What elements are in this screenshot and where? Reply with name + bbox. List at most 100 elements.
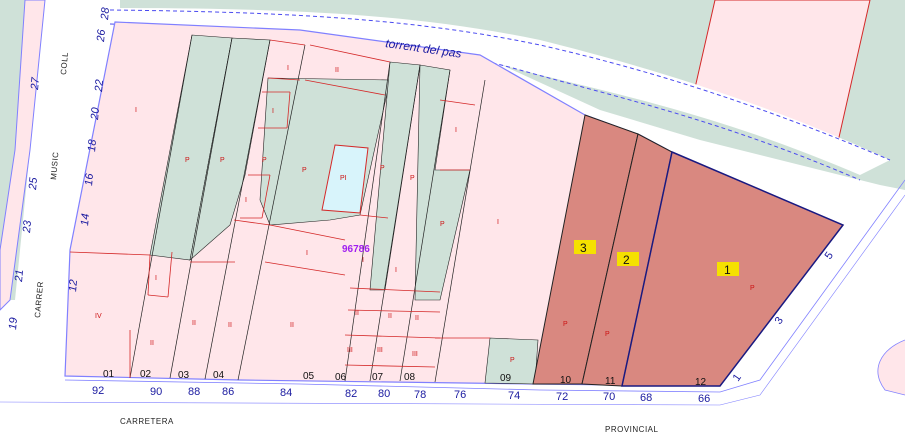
street-number: 25 — [27, 176, 40, 191]
parcel-id: 11 — [605, 376, 616, 387]
floor-label: P — [220, 157, 225, 164]
street-number: 21 — [13, 269, 26, 283]
street-number: 23 — [21, 219, 34, 234]
street-name-coll: COLL — [59, 52, 70, 76]
street-number: 66 — [698, 393, 710, 405]
parcel-id: 10 — [560, 375, 572, 386]
badge-label: 2 — [623, 253, 630, 267]
floor-label: P — [750, 285, 755, 292]
street-number: 1 — [731, 372, 744, 384]
parcel-id: 09 — [500, 373, 512, 384]
parcel-id: 08 — [404, 372, 416, 383]
street-number: 26 — [95, 28, 108, 43]
green-courtyard-2 — [189, 37, 271, 261]
street-number: 3 — [773, 315, 786, 327]
parcel-id: 03 — [178, 370, 190, 381]
street-number: 20 — [89, 106, 102, 121]
floor-label: III — [377, 347, 383, 354]
floor-label: IV — [95, 313, 102, 320]
floor-label: II — [290, 322, 294, 329]
street-number: 70 — [603, 391, 615, 403]
subdivision-lines — [69, 39, 490, 378]
floor-label: PI — [340, 175, 347, 182]
parcel-id: 07 — [372, 372, 384, 383]
floor-label: I — [306, 250, 308, 257]
floor-label: II — [415, 315, 419, 322]
street-number: 68 — [640, 392, 652, 404]
floor-label: I — [497, 219, 499, 226]
roundabout-edge — [877, 339, 905, 396]
street-number: 86 — [222, 386, 234, 398]
floor-label: I — [135, 107, 137, 114]
floor-label: P — [510, 357, 515, 364]
street-name-carretera: CARRETERA — [120, 417, 174, 426]
street-number: 78 — [414, 389, 426, 401]
parcel-lines — [129, 34, 486, 383]
left-numbers: 28 26 22 20 18 16 14 12 27 25 23 21 19 — [7, 6, 112, 330]
floor-label: I — [395, 267, 397, 274]
parcel-left-strip — [0, 0, 46, 311]
floor-label: II — [355, 310, 359, 317]
badge-3[interactable]: 3 — [574, 240, 596, 255]
right-numbers: 1 3 5 — [731, 250, 836, 384]
floor-label: P — [440, 221, 445, 228]
floor-label: II — [192, 320, 196, 327]
street-number: 90 — [150, 386, 162, 398]
street-name-music: MUSIC — [49, 151, 60, 180]
floor-label: II — [150, 340, 154, 347]
parcel-id: 05 — [303, 371, 315, 382]
floor-label: P — [605, 331, 610, 338]
street-line-bottom — [64, 179, 905, 393]
street-number: 28 — [99, 6, 112, 21]
bottom-numbers: 92 90 88 86 84 82 80 78 76 74 72 70 68 6… — [92, 385, 710, 405]
floor-label: P — [262, 157, 267, 164]
floor-label: P — [302, 167, 307, 174]
floor-label: III — [347, 347, 353, 354]
street-number: 22 — [93, 79, 106, 93]
street-number: 80 — [378, 388, 390, 400]
badge-1[interactable]: 1 — [717, 262, 739, 277]
cadastral-ref: 96786 — [342, 244, 370, 255]
street-number: 84 — [280, 387, 292, 399]
street-number: 19 — [7, 317, 20, 330]
floor-label: I — [455, 127, 457, 134]
floor-labels: I P P P I II I P PI P P I I P I I I I I … — [95, 65, 755, 364]
parcel-id: 06 — [335, 372, 347, 383]
pool — [321, 144, 369, 214]
street-number: 92 — [92, 385, 104, 397]
floor-label: I — [245, 197, 247, 204]
floor-label: I — [362, 257, 364, 264]
street-number: 88 — [188, 386, 200, 398]
floor-label: II — [335, 67, 339, 74]
badge-2[interactable]: 2 — [617, 252, 639, 267]
floor-label: I — [155, 275, 157, 282]
street-number: 82 — [345, 388, 357, 400]
floor-label: P — [563, 321, 568, 328]
street-number: 72 — [556, 391, 568, 403]
street-number: 27 — [29, 76, 42, 91]
parcel-ids: 01 02 03 04 05 06 07 08 09 10 11 12 — [103, 369, 707, 388]
floor-label: I — [272, 108, 274, 115]
street-number: 76 — [454, 389, 466, 401]
badge-label: 1 — [724, 263, 731, 277]
street-name-provincial: PROVINCIAL — [605, 425, 659, 434]
green-courtyard-4 — [369, 61, 421, 291]
street-number: 74 — [508, 390, 520, 402]
street-name-carrer: CARRER — [33, 281, 45, 318]
street-number: 5 — [823, 250, 836, 262]
street-number: 12 — [67, 279, 80, 292]
floor-label: III — [412, 351, 418, 358]
parcel-id: 12 — [695, 377, 707, 388]
parcel-id: 02 — [140, 369, 152, 380]
floor-label: II — [388, 313, 392, 320]
parcel-id: 01 — [103, 369, 115, 380]
floor-label: P — [185, 157, 190, 164]
floor-label: P — [410, 175, 415, 182]
sidewalk-line — [0, 194, 905, 406]
parcel-id: 04 — [213, 370, 225, 381]
floor-label: II — [228, 322, 232, 329]
badge-label: 3 — [580, 241, 587, 255]
street-number: 16 — [83, 172, 96, 186]
